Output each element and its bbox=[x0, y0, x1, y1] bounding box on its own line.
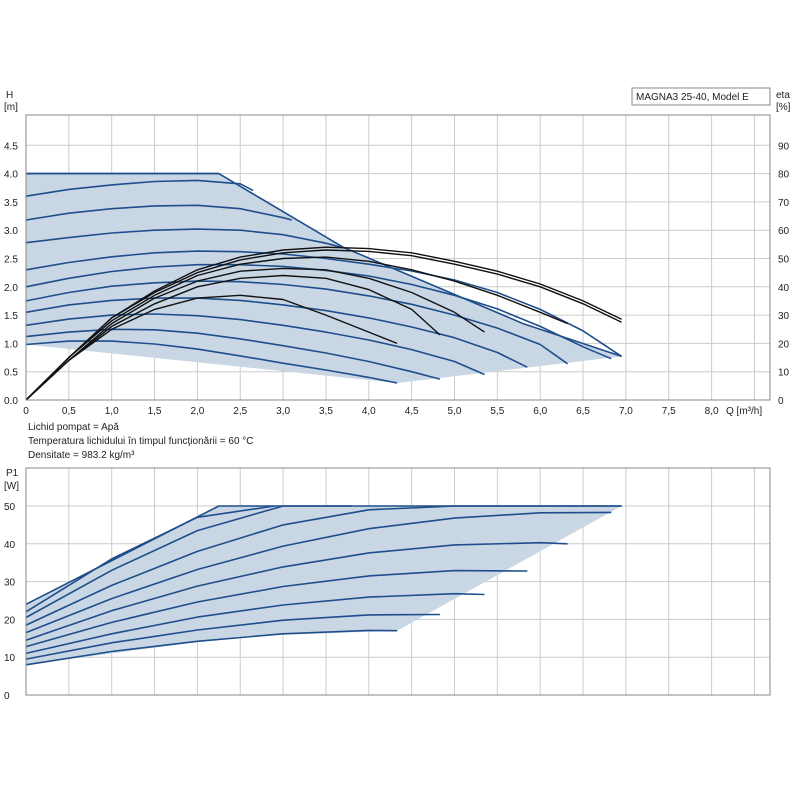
efficiency-curve bbox=[25, 274, 441, 401]
note-liquid: Lichid pompat = Apă bbox=[28, 422, 119, 433]
model-label: MAGNA3 25-40, Model E bbox=[636, 92, 749, 103]
efficiency-curve bbox=[25, 294, 398, 401]
y-tick-label: 1.5 bbox=[4, 311, 18, 322]
curve-layer bbox=[25, 172, 623, 666]
tick-label-layer: 0.0 0.5 1.0 1.5 2.0 2.5 3.0 3.5 4.0 4.5 0 10 20 30 40 5… bbox=[4, 141, 790, 702]
eta-axis-unit: [%] bbox=[776, 102, 791, 113]
y-tick-label: 50 bbox=[4, 502, 16, 513]
x-tick-label: 8,0 bbox=[705, 406, 719, 417]
x-tick-label: 2,0 bbox=[190, 406, 204, 417]
eta-tick-label: 60 bbox=[778, 226, 790, 237]
y-tick-label: 1.0 bbox=[4, 339, 18, 350]
eta-axis-name: eta bbox=[776, 90, 790, 101]
eta-tick-label: 20 bbox=[778, 339, 790, 350]
x-tick-label: 1,0 bbox=[105, 406, 119, 417]
y-tick-label: 3.5 bbox=[4, 198, 18, 209]
model-label-box bbox=[631, 87, 771, 106]
x-tick-label: 0 bbox=[23, 406, 29, 417]
power-curve bbox=[25, 541, 568, 641]
eta-tick-label: 10 bbox=[778, 368, 790, 379]
power-curve bbox=[25, 505, 352, 619]
h-axis-name: H bbox=[6, 90, 13, 101]
x-tick-label: 0,5 bbox=[62, 406, 76, 417]
x-tick-label: 4,0 bbox=[362, 406, 376, 417]
eta-tick-label: 80 bbox=[778, 170, 790, 181]
note-temperature: Temperatura lichidului în timpul funcţio… bbox=[28, 436, 254, 447]
power-curve bbox=[25, 629, 398, 666]
efficiency-curve bbox=[25, 246, 622, 401]
power-curve bbox=[25, 613, 440, 660]
head-curve bbox=[25, 250, 623, 358]
power-curve bbox=[25, 592, 485, 655]
x-tick-label: 3,0 bbox=[276, 406, 290, 417]
power-curve bbox=[25, 511, 612, 634]
y-tick-label: 4.0 bbox=[4, 170, 18, 181]
y-tick-label: 40 bbox=[4, 540, 16, 551]
h-axis-unit: [m] bbox=[4, 102, 18, 113]
frame-layer bbox=[25, 114, 771, 696]
power-curve bbox=[25, 505, 622, 626]
y-tick-label: 4.5 bbox=[4, 141, 18, 152]
q-axis-label: Q [m³/h] bbox=[726, 406, 762, 417]
note-density: Densitate = 983.2 kg/m³ bbox=[28, 450, 135, 461]
y-tick-label: 0.0 bbox=[4, 396, 18, 407]
head-curve bbox=[25, 313, 485, 376]
y-tick-label: 0 bbox=[4, 691, 10, 702]
x-tick-label: 6,0 bbox=[533, 406, 547, 417]
efficiency-curve bbox=[25, 267, 485, 401]
plot-frame bbox=[25, 114, 771, 401]
y-tick-label: 2.0 bbox=[4, 283, 18, 294]
p1-axis-unit: [W] bbox=[4, 481, 19, 492]
eta-tick-label: 30 bbox=[778, 311, 790, 322]
head-curve bbox=[25, 280, 569, 365]
head-curve bbox=[25, 179, 254, 197]
x-tick-label: 2,5 bbox=[233, 406, 247, 417]
efficiency-curve bbox=[25, 256, 568, 401]
eta-tick-label: 0 bbox=[778, 396, 784, 407]
x-tick-label: 7,0 bbox=[619, 406, 633, 417]
head-curve bbox=[25, 204, 292, 221]
head-curve bbox=[25, 228, 348, 250]
eta-tick-label: 70 bbox=[778, 198, 790, 209]
y-tick-label: 20 bbox=[4, 615, 16, 626]
plot-frame bbox=[25, 467, 771, 696]
p1-axis-name: P1 bbox=[6, 468, 19, 479]
head-curve bbox=[25, 297, 528, 368]
x-tick-label: 5,0 bbox=[448, 406, 462, 417]
x-tick-label: 5,5 bbox=[490, 406, 504, 417]
x-tick-label: 3,5 bbox=[319, 406, 333, 417]
y-tick-label: 0.5 bbox=[4, 368, 18, 379]
eta-tick-label: 90 bbox=[778, 141, 790, 152]
x-tick-label: 1,5 bbox=[148, 406, 162, 417]
x-tick-label: 4,5 bbox=[405, 406, 419, 417]
y-tick-label: 30 bbox=[4, 578, 16, 589]
y-tick-label: 10 bbox=[4, 653, 16, 664]
power-curve bbox=[25, 505, 275, 613]
x-tick-label: 6,5 bbox=[576, 406, 590, 417]
eta-tick-label: 40 bbox=[778, 283, 790, 294]
eta-tick-label: 50 bbox=[778, 255, 790, 266]
y-tick-label: 3.0 bbox=[4, 226, 18, 237]
operating-area bbox=[26, 506, 622, 665]
y-tick-label: 2.5 bbox=[4, 255, 18, 266]
power-curve bbox=[25, 569, 528, 648]
x-tick-label: 7,5 bbox=[662, 406, 676, 417]
